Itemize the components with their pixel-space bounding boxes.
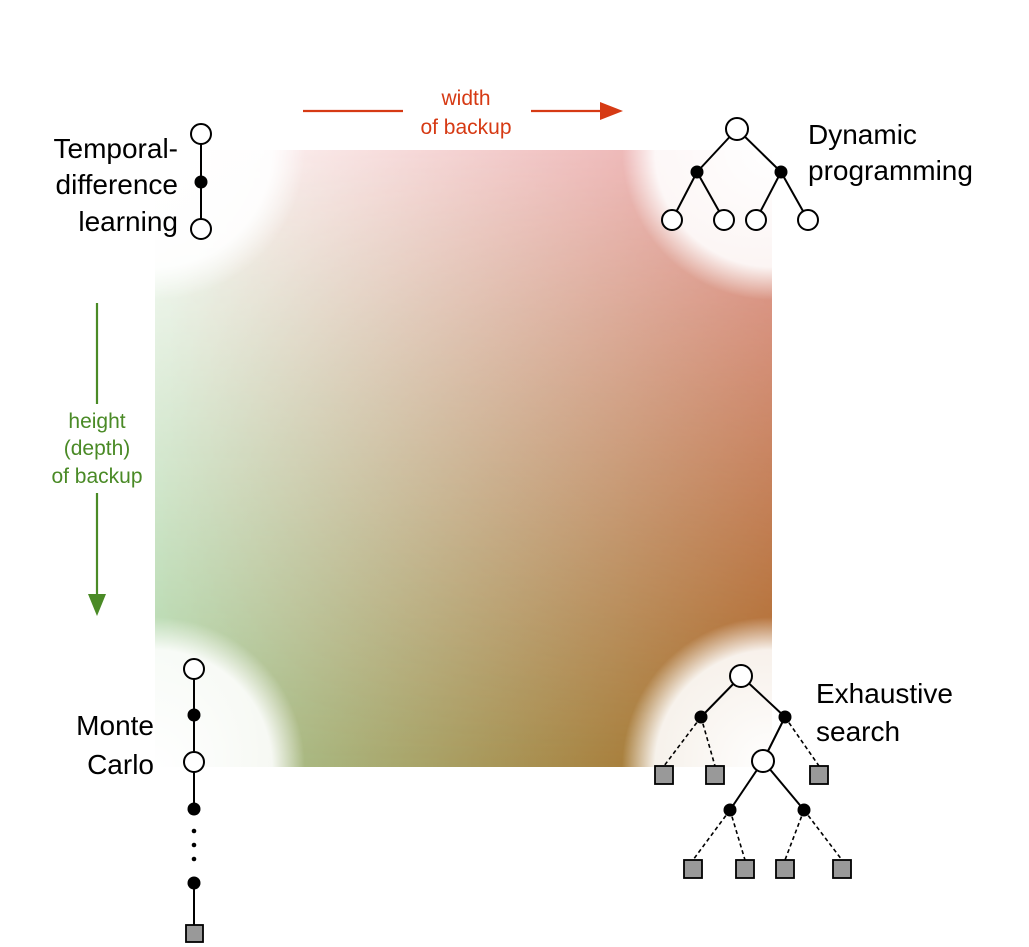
td-backup-diagram (190, 123, 212, 240)
filled-circle-action-node-icon (187, 708, 201, 722)
dp-backup-diagram (661, 117, 819, 231)
filled-circle-action-node-icon (690, 165, 704, 179)
gray-square-terminal-node-icon (809, 765, 829, 785)
corner-glow-top-right (622, 150, 772, 300)
height-label-line-3: of backup (51, 465, 142, 488)
filled-circle-action-node-icon (723, 803, 737, 817)
width-label-line-1: width (440, 87, 490, 110)
filled-circle-action-node-icon (797, 803, 811, 817)
td-label-line-3: learning (78, 206, 178, 237)
filled-circle-action-node-icon (187, 802, 201, 816)
mc-backup-diagram (183, 658, 205, 943)
mc-label-line-2: Carlo (87, 749, 154, 780)
gray-square-terminal-node-icon (683, 859, 703, 879)
height-label-line-1: height (68, 410, 125, 433)
open-circle-state-node-icon (751, 749, 775, 773)
td-label-line-1: Temporal- (54, 133, 178, 164)
filled-circle-action-node-icon (778, 710, 792, 724)
gray-square-terminal-node-icon (735, 859, 755, 879)
open-circle-state-node-icon (190, 218, 212, 240)
gray-square-terminal-node-icon (185, 924, 204, 943)
corner-glow-bottom-left (155, 617, 305, 767)
open-circle-state-node-icon (183, 751, 205, 773)
ellipsis-dots (191, 828, 197, 862)
open-circle-state-node-icon (713, 209, 735, 231)
es-backup-diagram (654, 664, 852, 879)
td-label-line-2: difference (56, 169, 178, 200)
height-axis-arrow (88, 303, 106, 616)
open-circle-state-node-icon (661, 209, 683, 231)
gray-square-terminal-node-icon (654, 765, 674, 785)
dp-label-line-1: Dynamic (808, 119, 917, 150)
filled-circle-action-node-icon (774, 165, 788, 179)
dp-label-line-2: programming (808, 155, 973, 186)
open-circle-state-node-icon (725, 117, 749, 141)
open-circle-state-node-icon (190, 123, 212, 145)
es-label-line-2: search (816, 716, 900, 747)
gradient-square (155, 150, 772, 767)
open-circle-state-node-icon (745, 209, 767, 231)
corner-glow-bottom-right (622, 617, 772, 767)
gray-square-terminal-node-icon (775, 859, 795, 879)
width-label-line-2: of backup (420, 116, 511, 139)
open-circle-state-node-icon (797, 209, 819, 231)
height-label-line-2: (depth) (64, 437, 131, 460)
gray-square-terminal-node-icon (705, 765, 725, 785)
open-circle-state-node-icon (183, 658, 205, 680)
gray-square-terminal-node-icon (832, 859, 852, 879)
corner-glow-top-left (155, 150, 305, 300)
filled-circle-action-node-icon (187, 876, 201, 890)
open-circle-state-node-icon (729, 664, 753, 688)
width-axis-arrow (303, 102, 623, 120)
filled-circle-action-node-icon (694, 710, 708, 724)
filled-circle-action-node-icon (194, 175, 208, 189)
mc-label-line-1: Monte (76, 710, 154, 741)
es-label-line-1: Exhaustive (816, 678, 953, 709)
